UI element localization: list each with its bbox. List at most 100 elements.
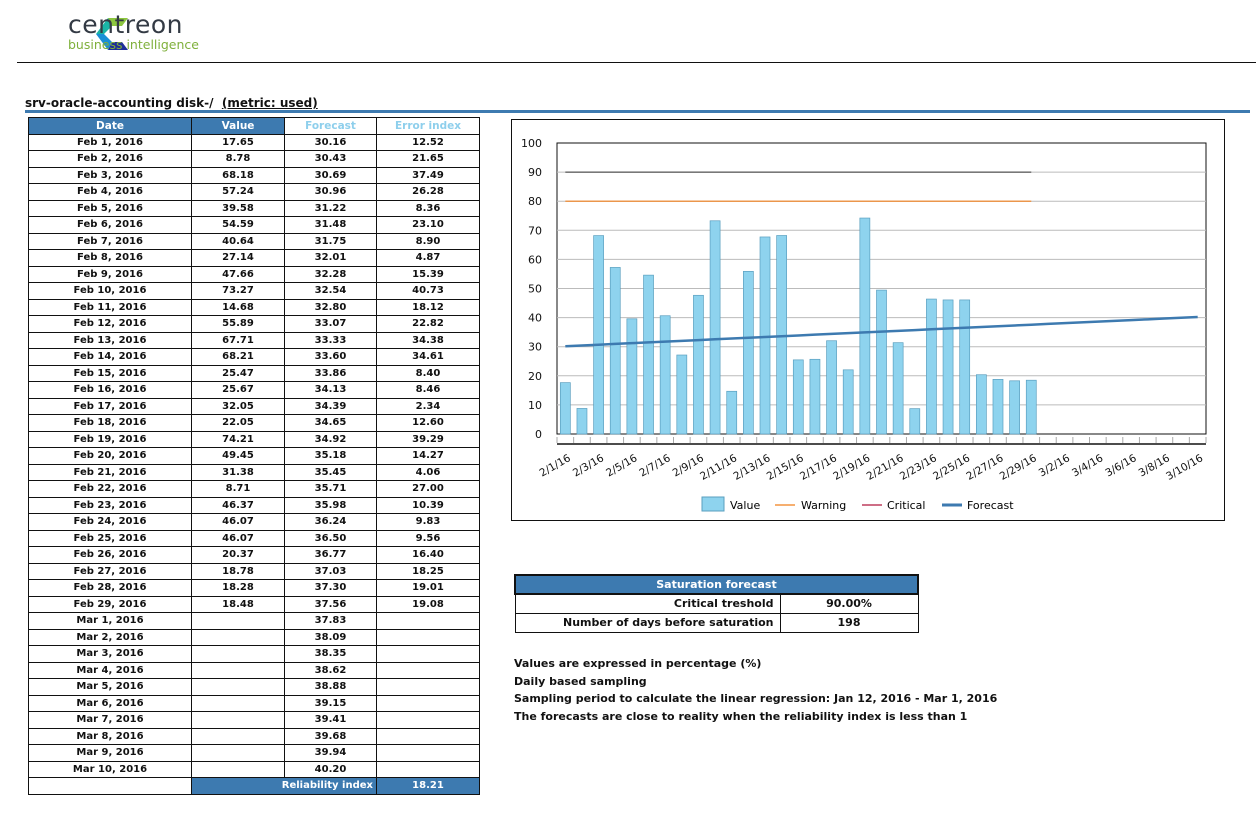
table-row: Mar 1, 2016 37.83 — [28, 612, 480, 630]
x-tick-label: 3/4/16 — [1070, 452, 1106, 479]
error-index-cell: 2.34 — [376, 397, 480, 415]
error-index-cell — [376, 628, 480, 646]
x-tick-label: 2/17/16 — [798, 452, 839, 483]
date-cell: Feb 9, 2016 — [28, 265, 192, 283]
value-bar — [926, 298, 937, 435]
value-bar — [626, 318, 638, 435]
legend-critical-label: Critical — [887, 499, 925, 512]
forecast-cell: 35.45 — [284, 463, 377, 481]
forecast-cell: 33.07 — [284, 315, 377, 333]
brand-subtitle: business intelligence — [68, 37, 199, 52]
table-row: Feb 27, 2016 18.78 37.03 18.25 — [28, 562, 480, 580]
date-cell: Feb 24, 2016 — [28, 513, 192, 531]
value-cell: 18.48 — [191, 595, 285, 613]
date-cell: Feb 15, 2016 — [28, 364, 192, 382]
forecast-cell: 38.62 — [284, 661, 377, 679]
chart-svg: 0 10 20 30 40 50 60 70 80 90 100 2/1/162/3/162/5/16… — [521, 137, 1207, 512]
value-cell — [191, 760, 285, 778]
value-cell: 18.28 — [191, 579, 285, 597]
note: Daily based sampling — [514, 674, 647, 688]
value-cell: 46.37 — [191, 496, 285, 514]
date-cell: Feb 8, 2016 — [28, 249, 192, 267]
brand-name: centreon — [68, 10, 184, 39]
table-row: Feb 4, 2016 57.24 30.96 26.28 — [28, 183, 480, 201]
error-index-cell: 37.49 — [376, 166, 480, 184]
value-bar — [643, 274, 654, 435]
value-cell — [191, 744, 285, 762]
x-tick-label: 2/1/16 — [538, 452, 574, 479]
value-bar — [792, 359, 804, 435]
y-tick-label: 20 — [528, 370, 542, 383]
col-date: Date — [28, 117, 192, 135]
value-bar — [842, 369, 854, 435]
value-cell: 68.18 — [191, 166, 285, 184]
col-forecast: Forecast — [284, 117, 377, 135]
y-tick-label: 60 — [528, 253, 542, 266]
error-index-cell — [376, 711, 480, 729]
value-bar — [826, 340, 837, 435]
value-bar — [1009, 380, 1020, 435]
value-cell: 14.68 — [191, 298, 285, 316]
value-cell: 46.07 — [191, 513, 285, 531]
forecast-cell: 39.68 — [284, 727, 377, 745]
date-cell: Feb 1, 2016 — [28, 133, 192, 151]
date-cell: Mar 9, 2016 — [28, 744, 192, 762]
error-index-cell: 8.36 — [376, 199, 480, 217]
date-cell: Mar 3, 2016 — [28, 645, 192, 663]
table-row: Feb 19, 2016 74.21 34.92 39.29 — [28, 430, 480, 448]
days-before-saturation-label: Number of days before saturation — [514, 612, 781, 633]
error-index-cell — [376, 661, 480, 679]
forecast-cell: 38.09 — [284, 628, 377, 646]
value-bar — [559, 382, 571, 435]
value-bar — [992, 379, 1004, 435]
date-cell: Feb 20, 2016 — [28, 447, 192, 465]
legend-value-swatch — [701, 496, 725, 512]
date-cell: Mar 2, 2016 — [28, 628, 192, 646]
legend-value-label: Value — [730, 499, 760, 512]
value-cell: 22.05 — [191, 414, 285, 432]
date-cell: Mar 6, 2016 — [28, 694, 192, 712]
forecast-cell: 33.60 — [284, 348, 377, 366]
forecast-cell: 36.50 — [284, 529, 377, 547]
y-tick-label: 40 — [528, 312, 542, 325]
value-cell — [191, 645, 285, 663]
error-index-cell: 18.25 — [376, 562, 480, 580]
value-bar — [776, 235, 788, 435]
value-cell: 54.59 — [191, 216, 285, 234]
forecast-cell: 39.41 — [284, 711, 377, 729]
date-cell: Mar 5, 2016 — [28, 678, 192, 696]
x-tick-label: 2/29/16 — [998, 452, 1039, 483]
report-title: srv-oracle-accounting disk-/ (metric: us… — [25, 96, 318, 110]
forecast-cell: 34.13 — [284, 381, 377, 399]
value-bar — [876, 289, 887, 435]
date-cell: Feb 13, 2016 — [28, 331, 192, 349]
date-cell: Mar 8, 2016 — [28, 727, 192, 745]
table-row: Mar 10, 2016 40.20 — [28, 760, 480, 778]
saturation-title: Saturation forecast — [514, 574, 919, 595]
value-cell: 25.47 — [191, 364, 285, 382]
forecast-cell: 32.54 — [284, 282, 377, 300]
error-index-cell: 9.83 — [376, 513, 480, 531]
forecast-cell: 37.30 — [284, 579, 377, 597]
error-index-cell: 12.60 — [376, 414, 480, 432]
forecast-cell: 39.94 — [284, 744, 377, 762]
saturation-forecast-table: Saturation forecast Critical treshold 90.… — [514, 574, 919, 633]
x-tick-label: 3/6/16 — [1103, 452, 1139, 479]
date-cell: Mar 4, 2016 — [28, 661, 192, 679]
x-tick-label: 2/3/16 — [571, 452, 607, 479]
table-row: Feb 7, 2016 40.64 31.75 8.90 — [28, 232, 480, 250]
table-row: Feb 14, 2016 68.21 33.60 34.61 — [28, 348, 480, 366]
value-bar — [859, 217, 871, 435]
error-index-cell: 9.56 — [376, 529, 480, 547]
error-index-cell — [376, 760, 480, 778]
date-cell: Feb 28, 2016 — [28, 579, 192, 597]
forecast-cell: 35.98 — [284, 496, 377, 514]
y-tick-label: 50 — [528, 283, 542, 296]
centreon-logo-icon — [96, 18, 128, 50]
error-index-cell — [376, 744, 480, 762]
table-row: Mar 8, 2016 39.68 — [28, 727, 480, 745]
error-index-cell: 27.00 — [376, 480, 480, 498]
value-bar — [759, 236, 771, 435]
y-tick-label: 100 — [521, 137, 542, 150]
table-row: Feb 13, 2016 67.71 33.33 34.38 — [28, 331, 480, 349]
